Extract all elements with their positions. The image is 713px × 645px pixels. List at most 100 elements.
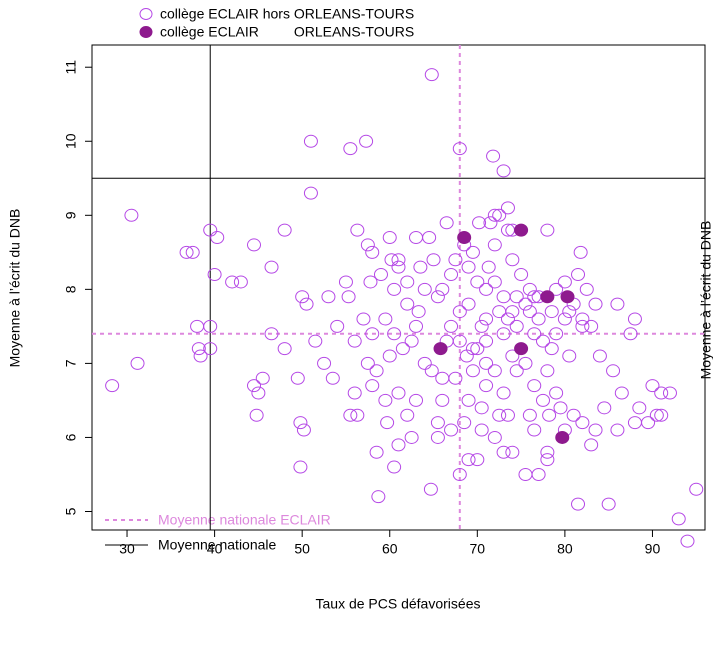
point bbox=[575, 416, 590, 430]
point bbox=[610, 423, 625, 437]
point bbox=[360, 238, 375, 252]
point bbox=[382, 349, 397, 363]
point bbox=[542, 408, 557, 422]
point bbox=[500, 201, 515, 215]
point bbox=[203, 319, 218, 333]
point bbox=[483, 216, 498, 230]
y-tick-label: 7 bbox=[63, 359, 79, 367]
point bbox=[343, 142, 358, 156]
point bbox=[487, 430, 502, 444]
point bbox=[505, 305, 520, 319]
point bbox=[207, 268, 222, 282]
point bbox=[479, 379, 494, 393]
point bbox=[277, 223, 292, 237]
point bbox=[689, 482, 704, 496]
point bbox=[571, 497, 586, 511]
point bbox=[417, 356, 432, 370]
point bbox=[549, 386, 564, 400]
point bbox=[597, 401, 612, 415]
point bbox=[544, 305, 559, 319]
point bbox=[465, 245, 480, 259]
point bbox=[588, 297, 603, 311]
point bbox=[430, 416, 445, 430]
point bbox=[435, 371, 450, 385]
point bbox=[105, 379, 120, 393]
point bbox=[571, 268, 586, 282]
point bbox=[649, 408, 664, 422]
point bbox=[505, 253, 520, 267]
point bbox=[575, 312, 590, 326]
point bbox=[179, 245, 194, 259]
point bbox=[369, 364, 384, 378]
point bbox=[641, 416, 656, 430]
point bbox=[426, 253, 441, 267]
point bbox=[251, 386, 266, 400]
point bbox=[573, 245, 588, 259]
point bbox=[662, 386, 677, 400]
point bbox=[535, 393, 550, 407]
point bbox=[461, 393, 476, 407]
point bbox=[584, 438, 599, 452]
x-tick-label: 30 bbox=[119, 541, 135, 557]
point bbox=[601, 497, 616, 511]
point bbox=[553, 401, 568, 415]
point bbox=[487, 208, 502, 222]
point bbox=[509, 364, 524, 378]
legend-label: Moyenne nationale bbox=[158, 537, 277, 553]
point bbox=[623, 327, 638, 341]
point bbox=[474, 401, 489, 415]
point-filled bbox=[514, 223, 529, 237]
point bbox=[472, 216, 487, 230]
point bbox=[299, 297, 314, 311]
point bbox=[671, 512, 686, 526]
point bbox=[487, 238, 502, 252]
legend-label: collège ECLAIR ORLEANS-TOURS bbox=[160, 24, 414, 40]
point bbox=[365, 245, 380, 259]
point bbox=[124, 208, 139, 222]
point bbox=[391, 386, 406, 400]
point bbox=[350, 408, 365, 422]
point bbox=[627, 416, 642, 430]
point bbox=[566, 408, 581, 422]
point bbox=[448, 253, 463, 267]
y-tick-label: 5 bbox=[63, 507, 79, 515]
point bbox=[486, 149, 501, 163]
point bbox=[479, 282, 494, 296]
point bbox=[474, 319, 489, 333]
point bbox=[465, 364, 480, 378]
point bbox=[422, 231, 437, 245]
point bbox=[359, 134, 374, 148]
point bbox=[479, 356, 494, 370]
point-filled bbox=[540, 290, 555, 304]
point bbox=[347, 334, 362, 348]
point bbox=[470, 275, 485, 289]
point bbox=[452, 467, 467, 481]
point bbox=[411, 305, 426, 319]
point bbox=[264, 260, 279, 274]
point bbox=[247, 379, 262, 393]
point bbox=[400, 297, 415, 311]
point bbox=[347, 386, 362, 400]
point bbox=[365, 327, 380, 341]
point bbox=[430, 430, 445, 444]
point bbox=[549, 282, 564, 296]
point bbox=[247, 238, 262, 252]
point bbox=[487, 364, 502, 378]
point bbox=[496, 386, 511, 400]
point bbox=[360, 356, 375, 370]
point bbox=[409, 393, 424, 407]
point bbox=[400, 275, 415, 289]
point bbox=[293, 460, 308, 474]
point bbox=[496, 164, 511, 178]
point bbox=[481, 260, 496, 274]
legend-symbol bbox=[139, 8, 153, 20]
point bbox=[130, 356, 145, 370]
y-tick-label: 11 bbox=[63, 60, 79, 75]
point bbox=[190, 319, 205, 333]
y-tick-label: 10 bbox=[63, 133, 79, 149]
point bbox=[424, 68, 439, 82]
point bbox=[531, 467, 546, 481]
point bbox=[470, 342, 485, 356]
point bbox=[203, 342, 218, 356]
